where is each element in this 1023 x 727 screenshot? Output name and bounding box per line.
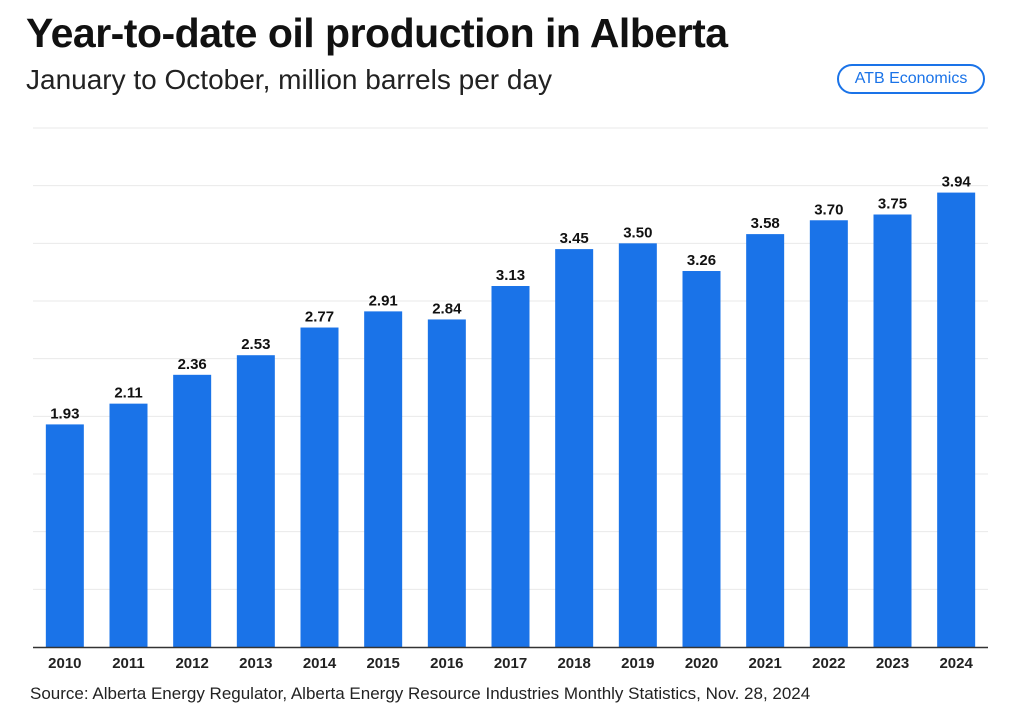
value-label-2015: 2.91 [369,292,398,309]
value-label-2014: 2.77 [305,309,334,326]
chart-title: Year-to-date oil production in Alberta [26,10,728,56]
bar-2018 [555,249,594,647]
bar-2019 [618,243,657,648]
value-label-2022: 3.70 [814,201,843,218]
x-tick-2010: 2010 [48,655,81,672]
bar-2012 [173,374,212,647]
bar-2014 [300,327,339,647]
bar-2015 [364,311,403,647]
bar-2020 [682,271,721,647]
value-label-2024: 3.94 [942,174,972,191]
x-tick-2021: 2021 [748,655,781,672]
chart-subtitle: January to October, million barrels per … [26,64,553,95]
value-label-2016: 2.84 [432,300,462,317]
x-tick-2024: 2024 [939,655,973,672]
bar-2010 [45,424,84,647]
x-tick-2016: 2016 [430,655,463,672]
x-tick-2020: 2020 [685,655,718,672]
value-label-2018: 3.45 [560,230,589,247]
x-tick-labels: 2010 2011 2012 2013 2014 2015 2016 2017 2018 2019… [48,655,973,672]
source-note: Source: Alberta Energy Regulator, Albert… [30,684,811,703]
value-labels: 1.93 2.11 2.36 2.53 2.77 2.91 2.84 3.13 3.45 3.50… [50,174,971,423]
value-label-2017: 3.13 [496,267,525,284]
bar-2016 [427,319,466,647]
value-label-2021: 3.58 [751,215,780,232]
bar-2022 [809,220,848,647]
x-tick-2019: 2019 [621,655,654,672]
bar-2013 [236,355,275,647]
x-tick-2013: 2013 [239,655,272,672]
value-label-2011: 2.11 [114,385,142,402]
x-tick-2011: 2011 [112,655,145,672]
bar-2023 [873,214,912,647]
value-label-2012: 2.36 [178,356,207,373]
value-label-2010: 1.93 [50,405,79,422]
value-label-2013: 2.53 [241,336,270,353]
value-label-2020: 3.26 [687,252,716,269]
x-tick-2022: 2022 [812,655,845,672]
bar-2017 [491,286,530,647]
x-tick-2012: 2012 [175,655,208,672]
x-tick-2014: 2014 [303,655,337,672]
x-tick-2018: 2018 [557,655,590,672]
brand-badge: ATB Economics [837,64,985,94]
x-tick-2017: 2017 [494,655,527,672]
bar-2021 [746,234,785,647]
bar-chart: 1.93 2.11 2.36 2.53 2.77 2.91 2.84 3.13 3.45 3.50… [33,127,988,672]
x-tick-2015: 2015 [366,655,399,672]
value-label-2023: 3.75 [878,196,907,213]
value-label-2019: 3.50 [623,224,652,241]
bar-2024 [937,192,976,647]
x-tick-2023: 2023 [876,655,909,672]
bars [45,192,976,648]
bar-2011 [109,403,148,647]
